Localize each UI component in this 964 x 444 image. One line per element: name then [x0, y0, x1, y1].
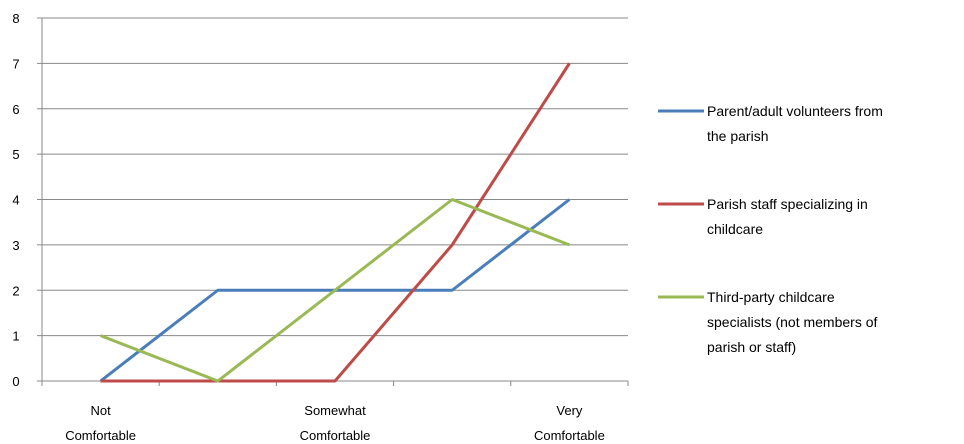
- x-tick-label: Very Comfortable: [534, 403, 605, 443]
- y-tick-label: 2: [12, 283, 19, 298]
- y-tick-label: 0: [12, 374, 19, 389]
- y-tick-label: 6: [12, 102, 19, 117]
- legend: Parent/adult volunteers from the parish Pa…: [658, 103, 883, 355]
- series-lines: [99, 62, 571, 383]
- y-tick-label: 3: [12, 238, 19, 253]
- y-tick-label: 4: [12, 193, 19, 208]
- series-line-3: [100, 198, 570, 383]
- legend-label-1: Parent/adult volunteers from the parish: [707, 103, 883, 144]
- y-axis-tick-labels: 0 1 2 3 4 5 6 7 8: [12, 11, 19, 389]
- x-axis-tick-labels: Not Comfortable Somewhat Comfortable Very Com…: [65, 403, 605, 443]
- series-line-2: [100, 62, 571, 383]
- axes: [37, 17, 629, 386]
- gridlines: [42, 17, 628, 337]
- y-tick-label: 5: [12, 147, 19, 162]
- y-tick-label: 1: [12, 329, 19, 344]
- legend-label-3: Third-party childcare specialists (not me…: [707, 289, 878, 355]
- y-tick-label: 8: [12, 11, 19, 26]
- y-tick-label: 7: [12, 56, 19, 71]
- legend-label-2: Parish staff specializing in childcare: [707, 196, 868, 237]
- x-tick-label: Not Comfortable: [65, 403, 136, 443]
- x-tick-label: Somewhat Comfortable: [300, 403, 371, 443]
